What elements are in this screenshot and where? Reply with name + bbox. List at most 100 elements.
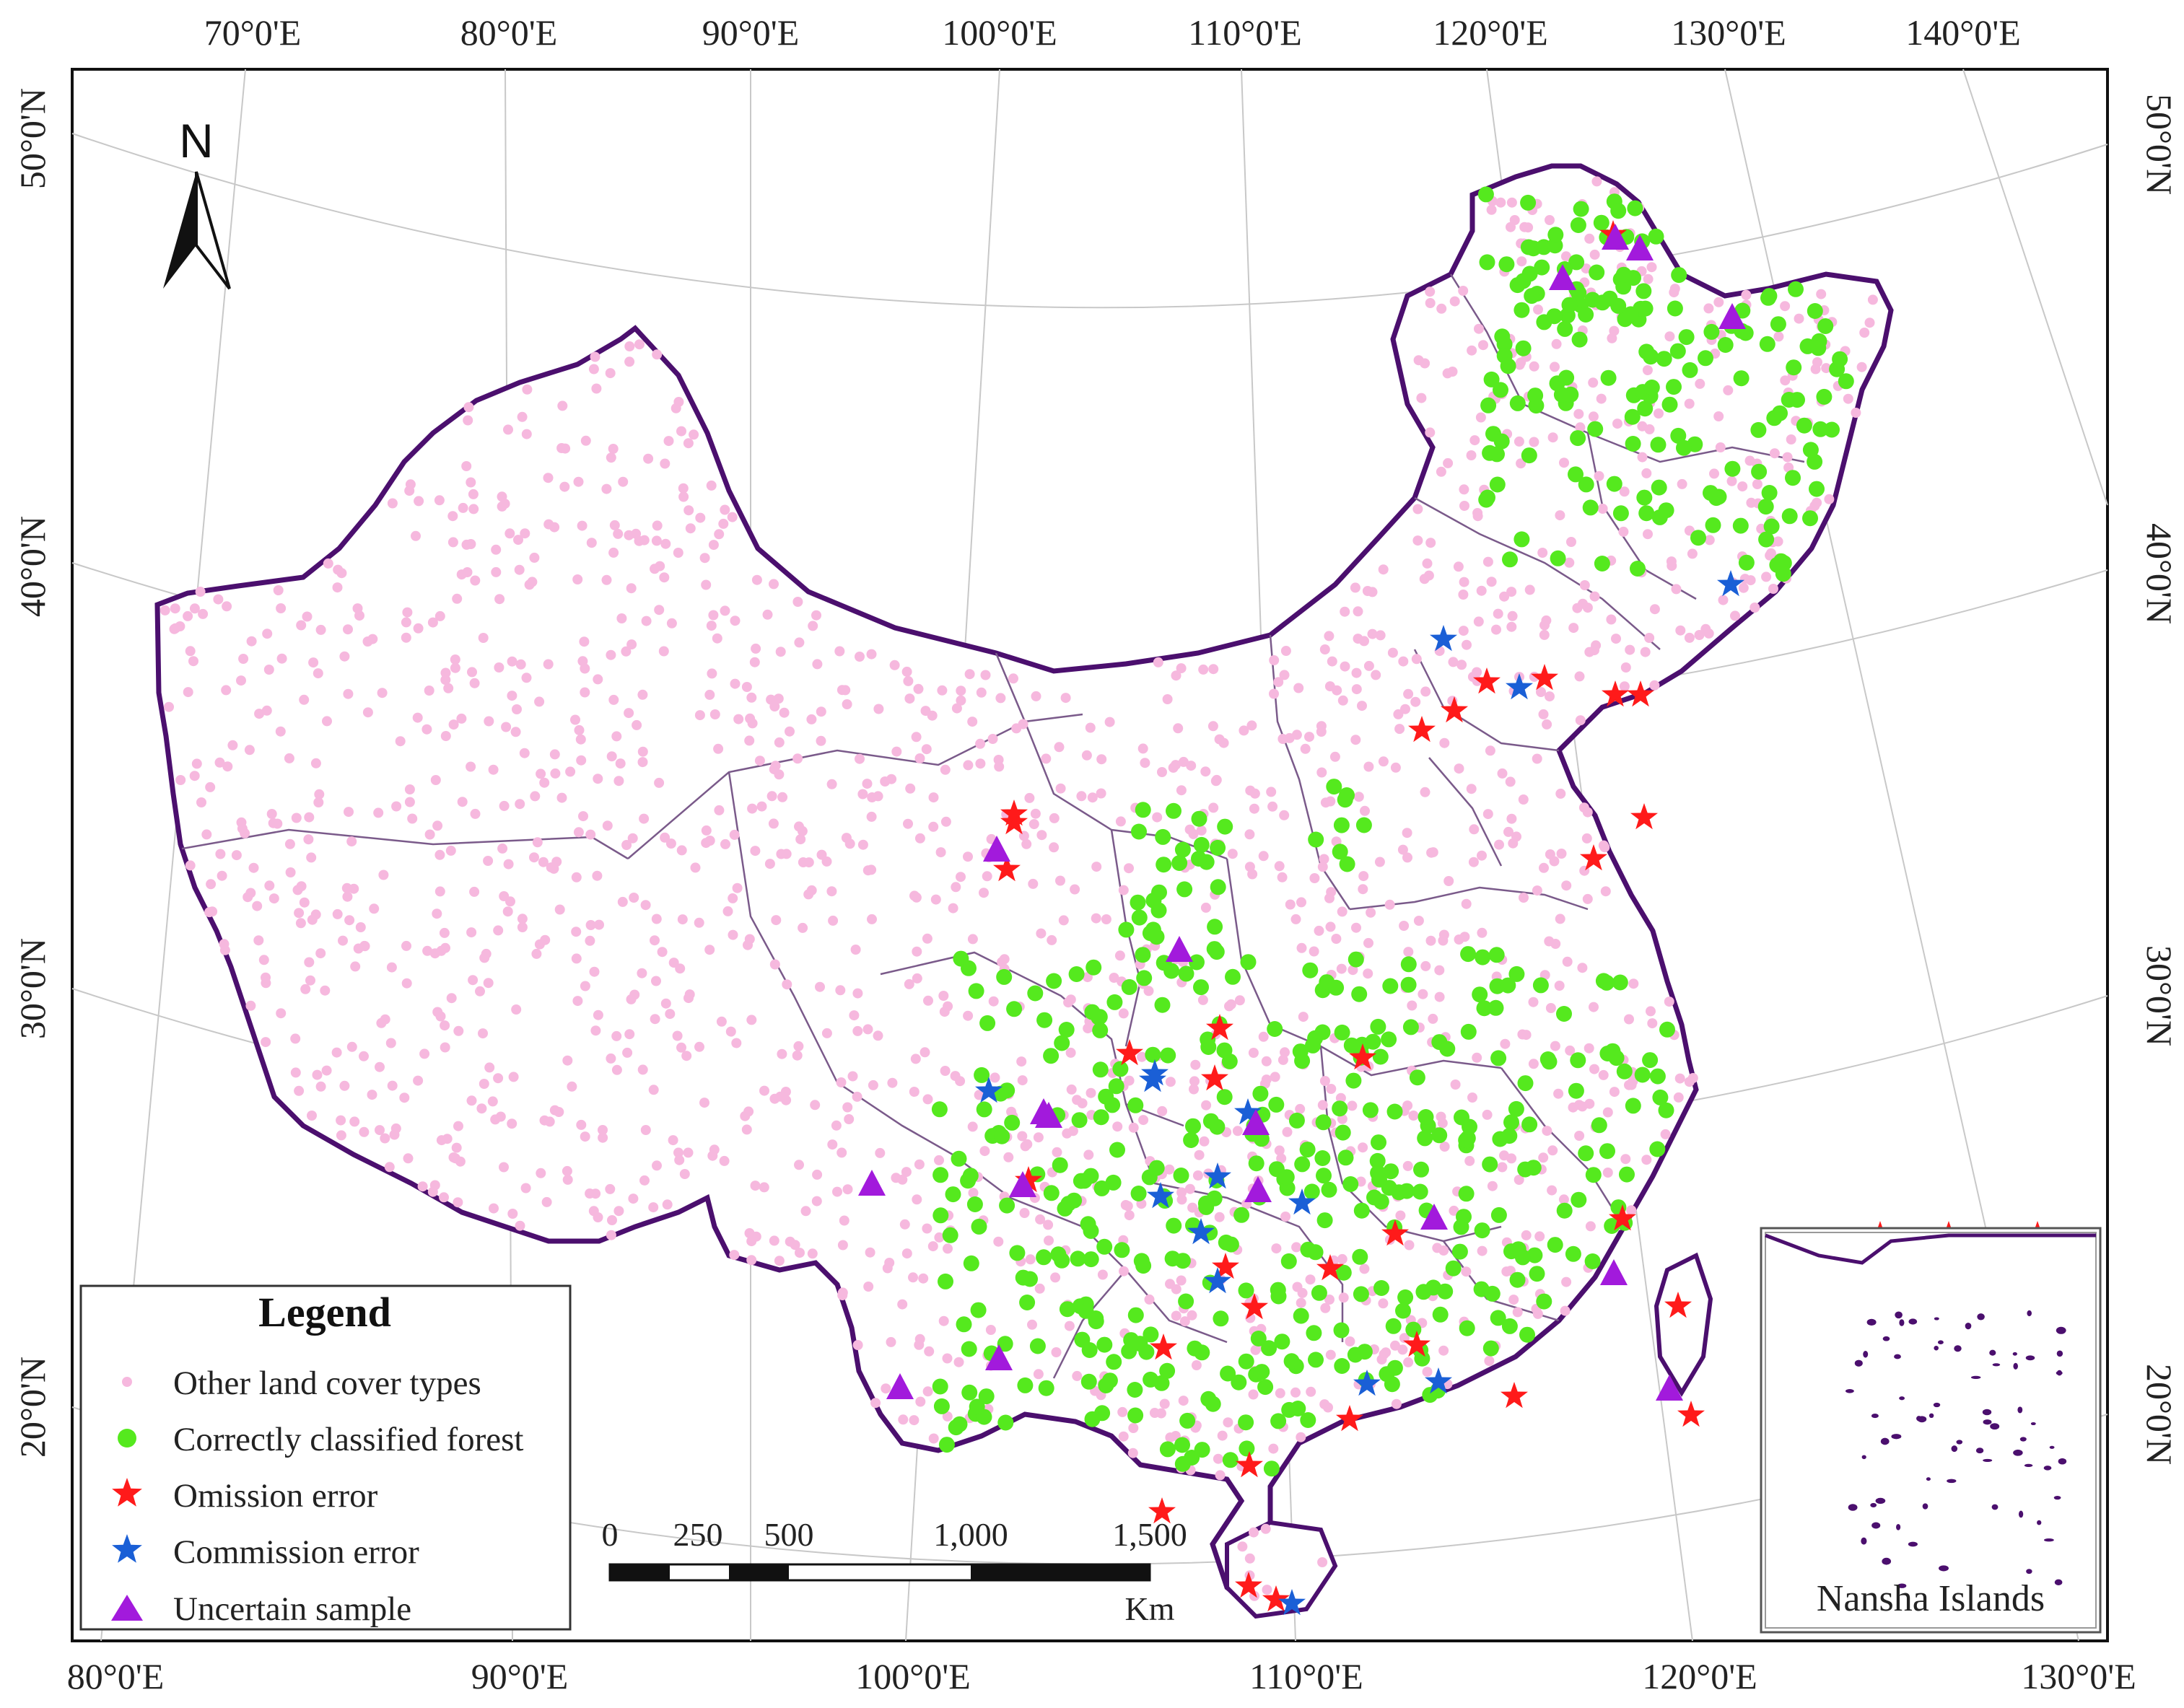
other-land-point xyxy=(244,745,255,756)
other-land-point xyxy=(453,1197,463,1208)
other-land-point xyxy=(1588,411,1599,422)
other-land-point xyxy=(1309,873,1320,883)
other-land-point xyxy=(1646,262,1657,273)
other-land-point xyxy=(1568,623,1579,634)
other-land-point xyxy=(1300,743,1311,754)
other-land-point xyxy=(1737,481,1748,492)
forest-point xyxy=(999,1197,1015,1214)
other-land-point xyxy=(1317,1100,1328,1111)
other-land-point xyxy=(1017,1131,1028,1142)
forest-point xyxy=(1624,408,1641,425)
other-land-point xyxy=(404,797,415,807)
omission-point xyxy=(1336,1405,1363,1432)
other-land-point xyxy=(1564,557,1575,568)
inset-island xyxy=(1956,1440,1963,1445)
forest-point xyxy=(1179,1412,1196,1429)
forest-point xyxy=(1145,892,1162,908)
other-land-point xyxy=(1761,571,1772,582)
other-land-point xyxy=(402,607,413,618)
forest-point xyxy=(1578,307,1594,323)
other-land-point xyxy=(1298,1012,1309,1022)
other-land-point xyxy=(529,552,540,563)
other-land-point xyxy=(593,1010,603,1020)
forest-point xyxy=(1068,966,1085,982)
other-land-point xyxy=(175,775,186,785)
other-land-point xyxy=(384,1162,395,1173)
other-land-point xyxy=(1214,1212,1225,1222)
uncertain-point xyxy=(1549,264,1576,290)
other-land-point xyxy=(1258,851,1269,862)
other-land-point xyxy=(1119,1266,1129,1276)
inset-island xyxy=(1926,1477,1931,1481)
legend-symbol-uncertain xyxy=(111,1595,143,1621)
other-land-point xyxy=(1436,303,1447,314)
other-land-point xyxy=(339,1080,350,1091)
other-land-point xyxy=(1200,766,1211,777)
other-land-point xyxy=(639,535,650,546)
forest-point xyxy=(1176,881,1193,898)
inset-island xyxy=(2017,1406,2023,1414)
inset-island xyxy=(1882,1557,1892,1565)
forest-point xyxy=(1570,1052,1586,1069)
forest-point xyxy=(1371,1171,1387,1188)
forest-point xyxy=(1651,479,1667,496)
other-land-point xyxy=(1030,808,1041,819)
other-land-point xyxy=(1171,670,1181,681)
other-land-point xyxy=(1528,997,1539,1007)
other-land-point xyxy=(217,870,227,881)
other-land-point xyxy=(842,1102,853,1113)
other-land-point xyxy=(1486,577,1497,587)
other-land-point xyxy=(652,349,663,360)
other-land-point xyxy=(571,872,582,883)
other-land-point xyxy=(790,1240,800,1251)
other-land-point xyxy=(481,948,492,959)
other-land-point xyxy=(1178,756,1189,767)
other-land-point xyxy=(651,914,662,924)
inset-island xyxy=(1991,1504,1999,1510)
forest-point xyxy=(971,1218,987,1235)
other-land-point xyxy=(1547,432,1558,443)
other-land-point xyxy=(849,1010,860,1021)
other-land-point xyxy=(1503,826,1513,837)
other-land-point xyxy=(1674,1073,1685,1084)
other-land-point xyxy=(359,941,370,952)
forest-point xyxy=(1751,463,1768,480)
other-land-point xyxy=(915,1396,926,1407)
forest-point xyxy=(1451,1243,1468,1260)
forest-point xyxy=(1373,1194,1389,1210)
inset-island xyxy=(2026,1569,2032,1575)
forest-point xyxy=(1316,1168,1332,1184)
other-land-point xyxy=(713,743,724,754)
other-land-point xyxy=(712,633,722,644)
other-land-point xyxy=(1319,854,1329,864)
forest-point xyxy=(1643,349,1659,365)
other-land-point xyxy=(1082,972,1093,983)
other-land-point xyxy=(606,1053,616,1064)
other-land-point xyxy=(1449,296,1460,307)
other-land-point xyxy=(520,528,530,539)
other-land-point xyxy=(624,341,635,351)
forest-point xyxy=(1210,879,1226,895)
other-land-point xyxy=(1588,377,1599,388)
other-land-point xyxy=(1476,585,1487,596)
other-land-point xyxy=(934,1155,944,1165)
other-land-point xyxy=(1539,862,1549,873)
other-land-point xyxy=(714,529,725,540)
other-land-point xyxy=(608,547,619,558)
other-land-point xyxy=(751,574,762,585)
other-land-point xyxy=(385,1038,396,1048)
top-longitude-labels: 70°0'E 80°0'E 90°0'E 100°0'E 110°0'E 120… xyxy=(204,12,2021,53)
other-land-point xyxy=(1244,1553,1255,1564)
forest-point xyxy=(1130,894,1146,911)
other-land-point xyxy=(359,1051,369,1061)
omission-point xyxy=(1000,800,1028,826)
other-land-point xyxy=(1620,662,1631,673)
other-land-point xyxy=(1780,301,1791,312)
longitude-line-140e xyxy=(1962,69,2108,506)
forest-point xyxy=(1817,318,1834,334)
forest-point xyxy=(1606,476,1622,492)
other-land-point xyxy=(606,1230,616,1240)
forest-point xyxy=(1698,350,1713,367)
forest-point xyxy=(1347,1346,1363,1363)
other-land-point xyxy=(1171,1284,1181,1295)
